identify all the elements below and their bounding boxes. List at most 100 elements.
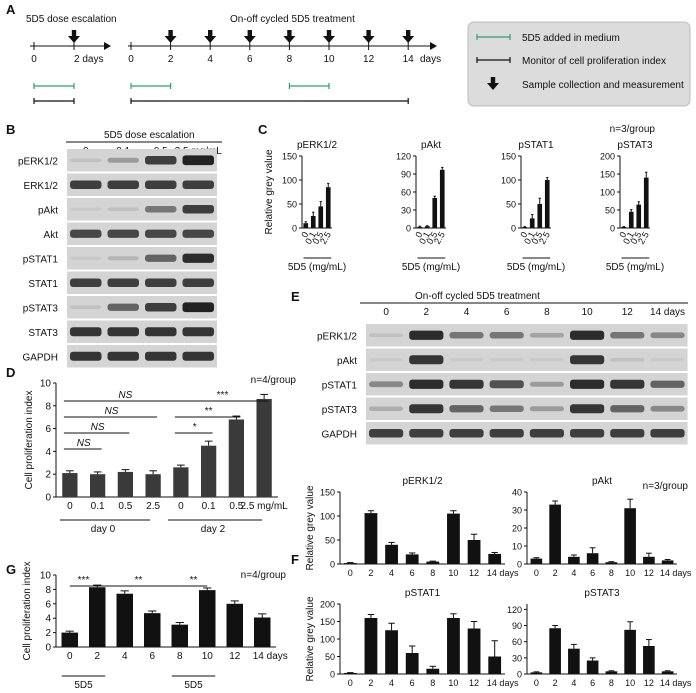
y-tick-label: 10 (40, 379, 52, 390)
protein-band (145, 229, 177, 238)
protein-band (145, 254, 177, 262)
lane-label: 6 (504, 307, 510, 318)
dose-tick-2: 2 days (74, 54, 103, 65)
down-arrow-icon (243, 30, 256, 43)
protein-band (650, 358, 685, 362)
legend-box (467, 21, 691, 107)
arrow-shaft (208, 30, 213, 37)
x-tick-label: 2.5 (146, 501, 160, 512)
blot-background (67, 149, 217, 172)
protein-band (182, 155, 214, 166)
row-label: GAPDH (22, 352, 58, 363)
bar (61, 632, 78, 647)
bar (568, 648, 580, 674)
cycle-tick: 14 (403, 54, 415, 65)
significance-label: *** (78, 575, 90, 586)
panelE-header: On-off cycled 5D5 treatment (415, 291, 540, 302)
y-tick-label: 100 (320, 512, 335, 522)
x-tick-label: 0 (178, 501, 184, 512)
y-tick-label: 0 (292, 224, 297, 234)
n-per-group-note: n=4/group (251, 375, 297, 386)
chart-title: pERK1/2 (297, 140, 337, 151)
bar (256, 398, 272, 497)
y-tick-label: 6 (45, 599, 51, 610)
x-tick-label: 10 (202, 651, 214, 662)
x-tick-label: 12 (469, 678, 479, 688)
protein-band (70, 278, 102, 288)
bar (228, 419, 245, 497)
x-tick-label: 2 (368, 678, 373, 688)
x-tick-label: 0 (617, 230, 628, 239)
arrow-shaft (406, 30, 411, 37)
x-tick-label: 6 (590, 568, 595, 578)
significance-label: NS (77, 438, 91, 449)
y-tick-label: 0 (45, 643, 51, 654)
x-tick-label: 4 (571, 568, 576, 578)
blot-background (366, 348, 688, 371)
x-tick-label: 14 days (660, 568, 692, 578)
x-tick-label: 2 (553, 678, 558, 688)
lane-label: 4 (464, 307, 470, 318)
x-axis-label: 5D5 (mg/mL) (507, 262, 565, 273)
bar (364, 618, 378, 674)
y-tick-label: 150 (501, 152, 516, 162)
bar (144, 613, 161, 647)
lane-label: 0 (383, 307, 389, 318)
bar (467, 540, 481, 564)
row-label: ERK1/2 (24, 181, 59, 192)
x-tick-label: 0 (348, 678, 353, 688)
protein-band (610, 428, 645, 438)
y-tick-label: 200 (600, 152, 615, 162)
x-tick-label: 2 (553, 568, 558, 578)
bar (343, 672, 357, 674)
chart-g: 0 2 4 6 8 10 0 2 4 6 8 10 12 14 days Cell proliferatio… (22, 562, 288, 662)
row-label: GAPDH (321, 429, 357, 440)
chart-title: pSTAT3 (584, 588, 620, 599)
timeline-arrowhead (104, 42, 111, 50)
n-per-group-note: n=4/group (241, 570, 287, 581)
chart-title: pSTAT3 (617, 140, 653, 151)
y-tick-label: 0 (517, 670, 522, 680)
x-tick-label: 10 (448, 568, 458, 578)
blot-strip (67, 296, 217, 319)
y-tick-label: 2 (45, 470, 51, 481)
blot-strip (366, 348, 688, 371)
x-tick-label: 0 (413, 230, 424, 239)
blot-background (366, 422, 688, 445)
bar (605, 562, 618, 564)
bar (488, 553, 502, 564)
chart-title: pAkt (592, 476, 612, 487)
legend-monitor: Monitor of cell proliferation index (522, 56, 666, 67)
x-tick-label: 4 (122, 651, 128, 662)
x-tick-label: 0 (534, 568, 539, 578)
protein-band (570, 379, 605, 389)
row-label: pERK1/2 (18, 156, 58, 167)
x-tick-label: 8 (609, 678, 614, 688)
y-tick-label: 0 (610, 224, 615, 234)
arrow-shaft (287, 30, 292, 37)
protein-band (529, 358, 564, 362)
x-tick-label: 14 days (660, 678, 692, 688)
x-tick-label: 12 (469, 568, 479, 578)
protein-band (107, 278, 139, 288)
bar (171, 624, 188, 647)
bar (628, 211, 634, 228)
bar (385, 544, 398, 564)
protein-band (70, 158, 102, 163)
protein-band (70, 207, 102, 211)
protein-band (529, 332, 564, 338)
y-axis-label: Relative grey value (305, 596, 316, 681)
x-tick-label: 0 (67, 501, 73, 512)
y-tick-label: 4 (45, 447, 51, 458)
bar (117, 471, 134, 497)
protein-band (489, 428, 524, 438)
bar (310, 216, 316, 228)
protein-band (107, 180, 139, 190)
arrow-head (204, 36, 217, 43)
panelB-header: 5D5 dose escalation (104, 130, 195, 141)
bar (643, 646, 655, 674)
bar (145, 474, 161, 497)
y-tick-label: 4 (45, 614, 51, 625)
